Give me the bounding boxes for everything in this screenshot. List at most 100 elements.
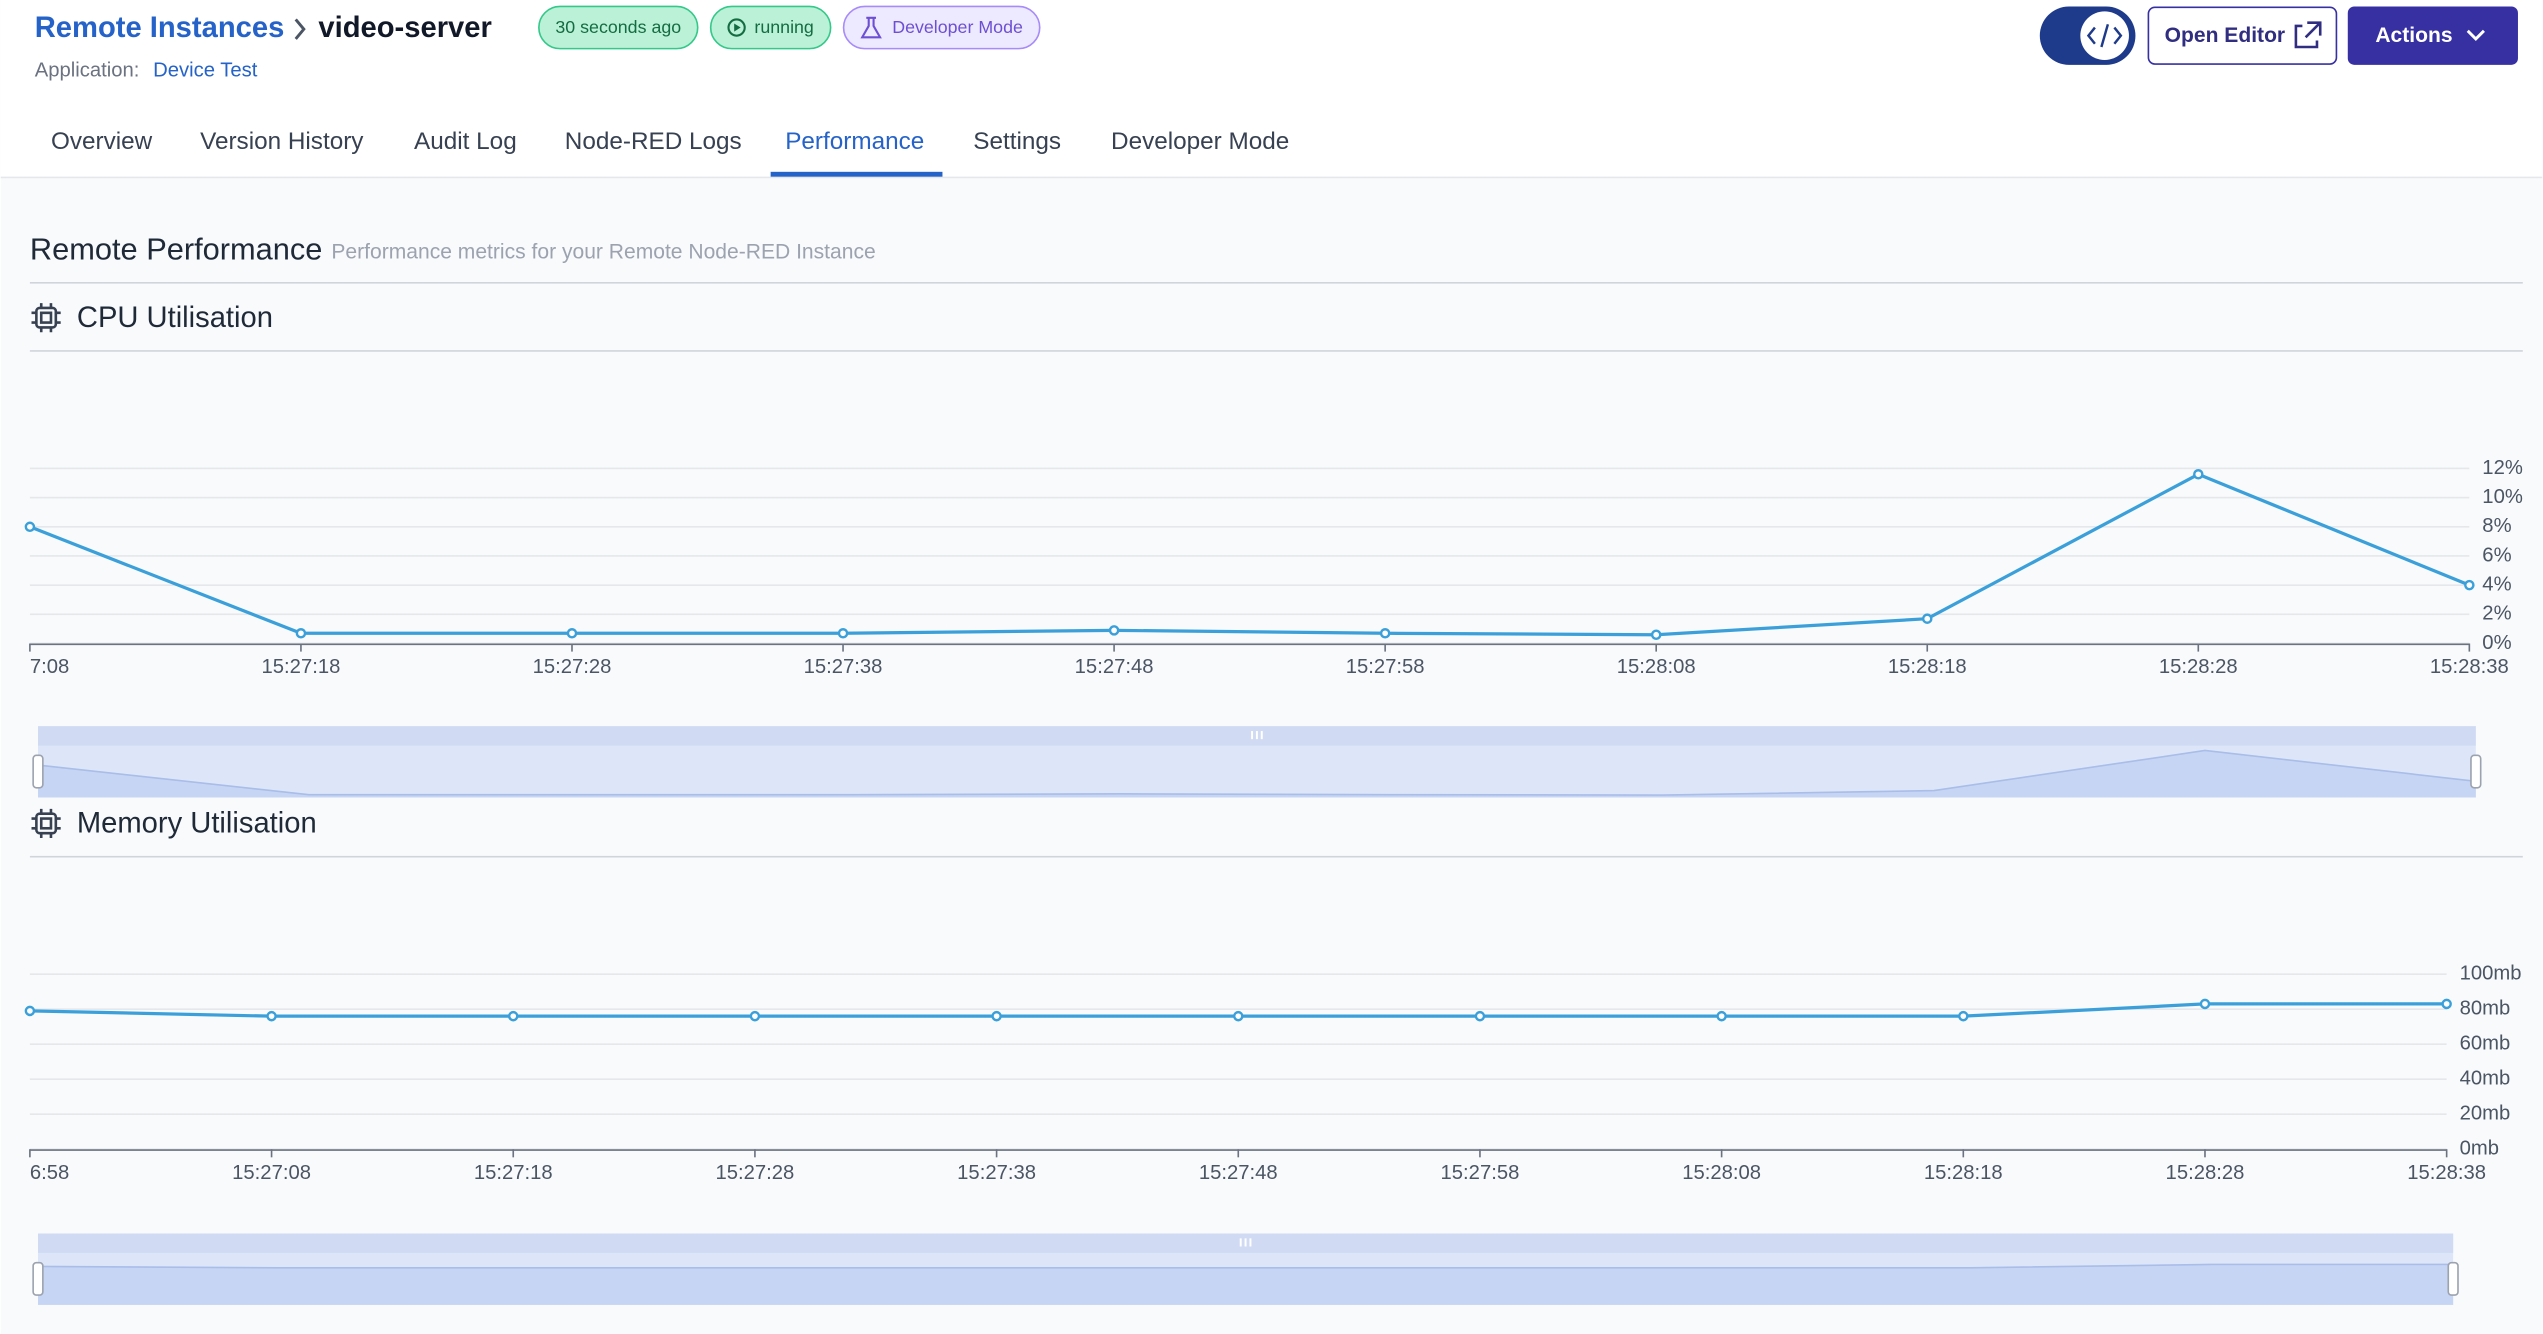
section-subtitle: Performance metrics for your Remote Node… (331, 240, 875, 263)
flask-icon (860, 16, 882, 39)
tab[interactable]: Overview (51, 128, 153, 155)
badge (709, 5, 832, 50)
button-text: Open Editor (2165, 24, 2286, 47)
data-point (1474, 1010, 1486, 1022)
running-icon (727, 18, 746, 37)
data-point (2464, 579, 2475, 591)
x-tick-label: 15:28:18 (1888, 656, 1967, 678)
navigator-area-fill (37, 1264, 2454, 1305)
external-icon (2294, 21, 2322, 49)
data-line (29, 472, 2470, 637)
x-tick-label: 15:27:28 (716, 1162, 795, 1184)
x-tick-label: 15:27:18 (474, 1162, 553, 1184)
y-tick-label: 0% (2482, 632, 2511, 654)
data-point (566, 628, 578, 639)
application-label: Application: (35, 60, 140, 82)
x-tick-label: 15:27:58 (1441, 1162, 1520, 1184)
button-text: Actions (2375, 24, 2452, 47)
y-tick-label: 80mb (2460, 998, 2511, 1020)
data-point (749, 1010, 761, 1022)
data-point (2199, 998, 2211, 1010)
chevron-down (2466, 29, 2485, 41)
x-tick-label: 15:27:28 (533, 656, 612, 678)
data-point (295, 628, 307, 639)
data-point (24, 521, 36, 533)
data-point (1233, 1010, 1244, 1022)
x-tick-label: 15:27:58 (1346, 656, 1425, 678)
data-point (266, 1010, 277, 1022)
badge-text: 30 seconds ago (555, 17, 681, 37)
badge (538, 5, 699, 50)
x-tick-label: 6:58 (30, 1162, 69, 1184)
x-tick-label: 15:27:18 (262, 656, 341, 678)
y-tick-label: 6% (2482, 544, 2511, 566)
badge (842, 5, 1041, 50)
x-tick-label: 15:27:38 (804, 656, 883, 678)
x-tick-label: 15:27:08 (232, 1162, 311, 1184)
application-link[interactable]: Device Test (153, 60, 258, 82)
navigator-handle (32, 754, 44, 789)
chart-title: Memory Utilisation (77, 808, 317, 840)
running-icon (734, 23, 741, 32)
x-tick-label: 15:27:48 (1075, 656, 1154, 678)
tab[interactable]: Settings (973, 128, 1061, 155)
data-point (507, 1010, 519, 1022)
badge-text: running (754, 17, 813, 37)
tab[interactable]: Developer Mode (1111, 128, 1289, 155)
x-tick-label: 15:28:38 (2430, 656, 2509, 678)
data-point (1379, 628, 1391, 639)
badge-text: Developer Mode (892, 17, 1023, 37)
navigator-handle (2470, 754, 2482, 789)
navigator-line (37, 1263, 2454, 1269)
y-tick-label: 4% (2482, 574, 2511, 596)
instance-name: video-server (318, 12, 491, 44)
data-point (1108, 625, 1120, 636)
data-point (1921, 613, 1933, 624)
data-point (24, 1005, 36, 1017)
breadcrumb-chevron (294, 18, 306, 40)
section-title: Remote Performance (30, 231, 323, 266)
x-tick-label: 15:28:08 (1682, 1162, 1761, 1184)
actions-button[interactable] (2347, 6, 2518, 65)
data-point (1958, 1010, 1969, 1022)
x-tick-label: 15:28:28 (2159, 656, 2238, 678)
x-tick-label: 7:08 (30, 656, 69, 678)
chart-title: CPU Utilisation (77, 302, 273, 334)
data-point (2193, 469, 2204, 480)
data-point (1716, 1010, 1727, 1022)
y-tick-label: 20mb (2460, 1103, 2511, 1125)
y-tick-label: 10% (2482, 486, 2523, 508)
chip-icon (31, 303, 61, 333)
x-tick-label: 15:28:28 (2166, 1162, 2245, 1184)
tab-active[interactable]: Performance (785, 128, 924, 155)
y-tick-label: 40mb (2460, 1068, 2511, 1090)
data-point (1650, 629, 1662, 641)
tab-underline (770, 171, 943, 177)
y-tick-label: 12% (2482, 457, 2523, 479)
x-tick-label: 15:28:18 (1924, 1162, 2003, 1184)
navigator-area-fill (37, 750, 2476, 798)
tab[interactable]: Version History (200, 128, 364, 155)
data-point (2441, 998, 2452, 1010)
open-editor-button[interactable] (2147, 6, 2338, 65)
y-tick-label: 60mb (2460, 1033, 2511, 1055)
y-tick-label: 0mb (2460, 1138, 2499, 1160)
data-point (991, 1010, 1002, 1022)
y-tick-label: 2% (2482, 603, 2511, 625)
chip-icon (31, 808, 61, 839)
x-tick-label: 15:28:38 (2407, 1162, 2486, 1184)
breadcrumb-link[interactable]: Remote Instances (35, 12, 285, 44)
navigator-handle (32, 1261, 44, 1296)
x-tick-label: 15:27:48 (1199, 1162, 1278, 1184)
tab[interactable]: Audit Log (414, 128, 517, 155)
navigator-handle (2447, 1261, 2459, 1296)
code-icon (2086, 23, 2123, 48)
data-point (837, 628, 849, 639)
navigator-line (37, 749, 2476, 796)
y-tick-label: 100mb (2460, 963, 2522, 985)
y-tick-label: 8% (2482, 515, 2511, 537)
x-tick-label: 15:27:38 (957, 1162, 1036, 1184)
tab[interactable]: Node-RED Logs (565, 128, 742, 155)
